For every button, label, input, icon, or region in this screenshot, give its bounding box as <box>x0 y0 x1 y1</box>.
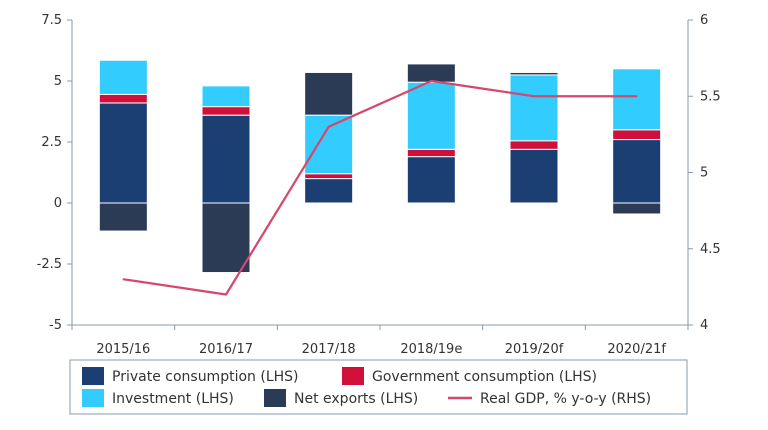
right-tick-label: 6 <box>700 13 708 28</box>
legend-label: Net exports (LHS) <box>294 391 418 407</box>
right-tick-label: 5.5 <box>700 89 721 104</box>
gdp-line-path <box>123 79 637 296</box>
bar-segment <box>509 74 559 142</box>
left-tick-label: 2.5 <box>41 135 62 150</box>
x-tick-label: 2018/19e <box>400 342 462 357</box>
bar-segment <box>201 106 251 116</box>
bar-segment <box>201 85 251 108</box>
bar-segment <box>98 93 148 104</box>
right-tick-label: 5 <box>700 166 708 181</box>
legend-swatch <box>342 367 364 385</box>
gdp-point <box>533 95 535 98</box>
bar-segment <box>612 139 662 204</box>
bar-segment <box>406 148 456 158</box>
gdp-point <box>225 293 227 296</box>
legend-swatch <box>82 367 104 385</box>
legend-label: Investment (LHS) <box>112 391 234 407</box>
legend-label: Government consumption (LHS) <box>372 369 597 385</box>
bar-segment <box>612 68 662 131</box>
left-tick-label: 5 <box>54 74 62 89</box>
legend-box <box>69 359 688 415</box>
x-tick-label: 2020/21f <box>607 342 666 357</box>
left-tick-label: 7.5 <box>41 13 62 28</box>
bar-segment <box>612 129 662 141</box>
legend-label: Private consumption (LHS) <box>112 369 299 385</box>
axes: -5 -2.5 0 2.5 5 7.5 4 4.5 5 5.5 6 2015/16 2016/17 201… <box>37 13 721 357</box>
left-tick-label: -2.5 <box>37 257 62 272</box>
left-tick-label: -5 <box>49 318 62 333</box>
bar-segment <box>509 71 559 76</box>
bars <box>98 59 662 274</box>
gdp-point <box>430 80 433 82</box>
bar-segment <box>304 114 354 175</box>
bar-segment <box>304 173 354 180</box>
legend-swatch <box>82 389 104 407</box>
legend-swatch <box>264 389 286 407</box>
bar-segment <box>201 114 251 204</box>
bar-segment <box>406 81 456 150</box>
x-tick-label: 2015/16 <box>96 342 150 357</box>
gdp-point <box>327 125 330 128</box>
bar-segment <box>406 63 456 83</box>
left-tick-label: 0 <box>54 196 62 211</box>
x-tick-label: 2016/17 <box>199 342 253 357</box>
right-tick-label: 4.5 <box>700 242 721 257</box>
bar-segment <box>98 202 148 232</box>
right-tick-label: 4 <box>700 318 708 333</box>
bar-segment <box>406 156 456 204</box>
bar-segment <box>201 202 251 274</box>
x-tick-label: 2017/18 <box>302 342 356 357</box>
gdp-line <box>122 79 638 296</box>
bar-segment <box>304 71 354 116</box>
bar-segment <box>612 202 662 215</box>
legend-label: Real GDP, % y-o-y (RHS) <box>480 391 651 407</box>
gdp-point <box>122 278 125 281</box>
bar-segment <box>509 140 559 150</box>
gdp-point <box>635 95 638 98</box>
legend: Private consumption (LHS) Government cons… <box>69 359 688 415</box>
bar-segment <box>98 59 148 95</box>
bar-segment <box>509 148 559 204</box>
bar-segment <box>304 178 354 204</box>
bar-segment <box>98 102 148 204</box>
x-tick-label: 2019/20f <box>505 342 564 357</box>
